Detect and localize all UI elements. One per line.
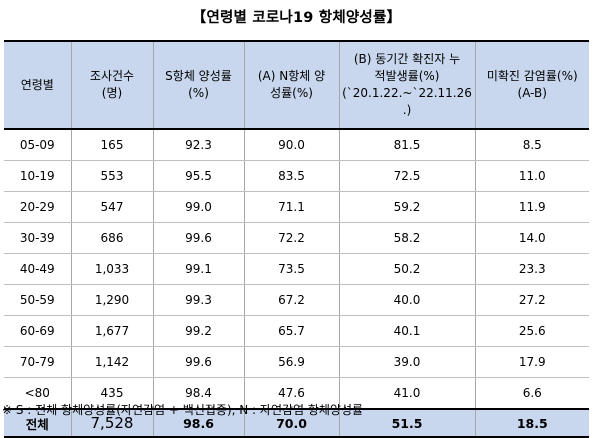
confirmed-rate-cell: 40.0 (338, 284, 476, 316)
col-header-confirmed-rate: (B) 동기간 확진자 누 적발생률(%) (`20.1.22.~`22.11.… (338, 40, 476, 130)
age-group-cell: 05-09 (4, 128, 72, 161)
sample-count-cell: 686 (70, 222, 154, 254)
confirmed-rate-cell: 58.2 (338, 222, 476, 254)
s-antibody-rate-cell: 92.3 (152, 128, 245, 161)
col-header-line: 연령별 (20, 77, 54, 92)
unconfirmed-infection-rate-cell: 14.0 (474, 222, 589, 254)
s-antibody-rate-cell: 99.6 (152, 222, 245, 254)
n-antibody-rate-cell: 73.5 (243, 253, 340, 285)
unconfirmed-infection-rate-cell: 17.9 (474, 346, 589, 378)
col-header-line: (`20.1.22.~`22.11.26 (342, 86, 472, 100)
table-row: 40-49 1,033 99.1 73.5 50.2 23.3 (4, 253, 589, 285)
age-group-cell: 30-39 (4, 222, 72, 254)
age-group-cell: 60-69 (4, 315, 72, 347)
s-antibody-rate-cell: 99.0 (152, 191, 245, 223)
col-header-line: 조사건수 (89, 69, 135, 83)
col-header-line: 적발생률(%) (374, 69, 440, 83)
table-row: 10-19 553 95.5 83.5 72.5 11.0 (4, 160, 589, 192)
n-antibody-rate-cell: 83.5 (243, 160, 340, 192)
sample-count-cell: 547 (70, 191, 154, 223)
col-header-line: .) (402, 103, 412, 117)
col-header-line: 미확진 감염률(%) (486, 69, 578, 83)
confirmed-rate-cell: 59.2 (338, 191, 476, 223)
unconfirmed-infection-rate-cell: 23.3 (474, 253, 589, 285)
table-row: 05-09 165 92.3 90.0 81.5 8.5 (4, 128, 589, 161)
age-group-cell: 10-19 (4, 160, 72, 192)
col-header-sample-count: 조사건수 (명) (70, 40, 154, 130)
age-group-cell: 20-29 (4, 191, 72, 223)
sample-count-cell: 1,033 (70, 253, 154, 285)
col-header-line: S항체 양성률 (165, 69, 232, 83)
col-header-age: 연령별 (4, 40, 72, 130)
col-header-line: (A-B) (517, 86, 547, 100)
unconfirmed-infection-rate-cell: 6.6 (474, 377, 589, 410)
table-row: 50-59 1,290 99.3 67.2 40.0 27.2 (4, 284, 589, 316)
confirmed-rate-cell: 39.0 (338, 346, 476, 378)
unconfirmed-infection-rate-cell: 11.0 (474, 160, 589, 192)
unconfirmed-infection-rate-cell: 11.9 (474, 191, 589, 223)
col-header-s-antibody-rate: S항체 양성률 (%) (152, 40, 245, 130)
sample-count-cell: 435 (70, 377, 154, 410)
unconfirmed-infection-rate-cell: 8.5 (474, 128, 589, 161)
col-header-line: (명) (101, 86, 123, 100)
sample-count-cell: 165 (70, 128, 154, 161)
table-row: 30-39 686 99.6 72.2 58.2 14.0 (4, 222, 589, 254)
n-antibody-rate-cell: 47.6 (243, 377, 340, 410)
age-group-cell: 70-79 (4, 346, 72, 378)
n-antibody-rate-cell: 65.7 (243, 315, 340, 347)
n-antibody-rate-cell: 72.2 (243, 222, 340, 254)
confirmed-rate-cell: 81.5 (338, 128, 476, 161)
confirmed-rate-cell: 50.2 (338, 253, 476, 285)
col-header-line: (%) (188, 86, 209, 100)
sample-count-cell: 1,142 (70, 346, 154, 378)
header-row: 연령별 조사건수 (명) S항체 양성률 (%) (A) N항체 양 성률(%)… (4, 40, 589, 130)
col-header-line: (A) N항체 양 (257, 69, 326, 83)
sample-count-cell: 553 (70, 160, 154, 192)
sample-count-cell: 1,290 (70, 284, 154, 316)
sample-count-cell: 1,677 (70, 315, 154, 347)
confirmed-rate-cell: 40.1 (338, 315, 476, 347)
unconfirmed-infection-rate-cell: 27.2 (474, 284, 589, 316)
table-title: 【연령별 코로나19 항체양성률】 (191, 10, 402, 26)
n-antibody-rate-cell: 56.9 (243, 346, 340, 378)
n-antibody-rate-cell: 90.0 (243, 128, 340, 161)
age-group-cell: 40-49 (4, 253, 72, 285)
col-header-unconfirmed-infection-rate: 미확진 감염률(%) (A-B) (474, 40, 589, 130)
s-antibody-rate-cell: 95.5 (152, 160, 245, 192)
confirmed-rate-cell: 72.5 (338, 160, 476, 192)
antibody-rate-table: 연령별 조사건수 (명) S항체 양성률 (%) (A) N항체 양 성률(%)… (4, 40, 589, 438)
age-group-cell: 50-59 (4, 284, 72, 316)
n-antibody-rate-cell: 67.2 (243, 284, 340, 316)
footnote: ※ S : 전체 항체양성률(자연감염 + 백신접종), N : 자연감염 항체… (2, 403, 364, 417)
s-antibody-rate-cell: 99.1 (152, 253, 245, 285)
table-row: 20-29 547 99.0 71.1 59.2 11.9 (4, 191, 589, 223)
total-unconfirmed-infection-rate: 18.5 (474, 408, 589, 438)
col-header-line: 성률(%) (270, 86, 313, 100)
age-group-cell: <80 (4, 377, 72, 410)
table-row: 70-79 1,142 99.6 56.9 39.0 17.9 (4, 346, 589, 378)
n-antibody-rate-cell: 71.1 (243, 191, 340, 223)
unconfirmed-infection-rate-cell: 25.6 (474, 315, 589, 347)
col-header-n-antibody-rate: (A) N항체 양 성률(%) (243, 40, 340, 130)
s-antibody-rate-cell: 99.6 (152, 346, 245, 378)
s-antibody-rate-cell: 99.3 (152, 284, 245, 316)
s-antibody-rate-cell: 99.2 (152, 315, 245, 347)
table-row: 60-69 1,677 99.2 65.7 40.1 25.6 (4, 315, 589, 347)
col-header-line: (B) 동기간 확진자 누 (353, 52, 461, 66)
